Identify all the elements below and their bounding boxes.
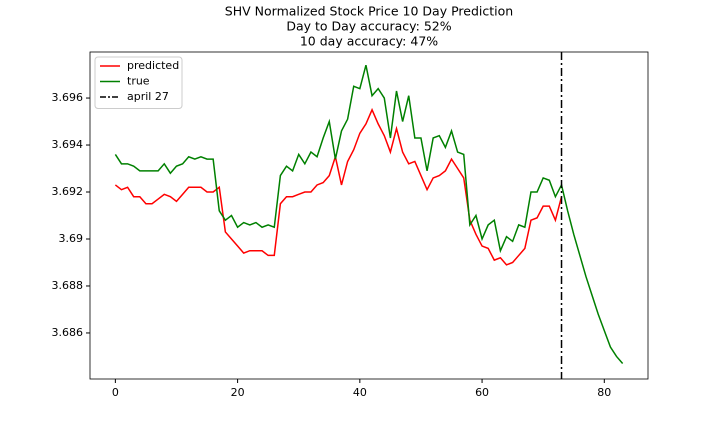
chart-subtitle: 10 day accuracy: 47% — [300, 34, 438, 49]
y-tick-label: 3.686 — [52, 326, 84, 339]
plot-frame — [89, 51, 649, 380]
x-tick-label: 40 — [353, 386, 367, 399]
legend-label: april 27 — [127, 90, 169, 103]
chart-subtitle: Day to Day accuracy: 52% — [286, 19, 451, 34]
chart-title: SHV Normalized Stock Price 10 Day Predic… — [225, 4, 513, 19]
series-line — [114, 107, 563, 266]
y-tick-label: 3.696 — [52, 91, 84, 104]
series-line — [114, 64, 624, 364]
x-tick-label: 80 — [597, 386, 611, 399]
y-tick-label: 3.69 — [59, 232, 84, 245]
legend-box — [94, 56, 183, 109]
legend-label: predicted — [127, 59, 179, 72]
y-tick-label: 3.692 — [52, 185, 84, 198]
x-tick-label: 20 — [231, 386, 245, 399]
y-tick-label: 3.694 — [52, 138, 84, 151]
y-tick-label: 3.688 — [52, 279, 84, 292]
x-tick-label: 0 — [112, 386, 119, 399]
x-tick-label: 60 — [475, 386, 489, 399]
legend-label: true — [127, 75, 150, 88]
